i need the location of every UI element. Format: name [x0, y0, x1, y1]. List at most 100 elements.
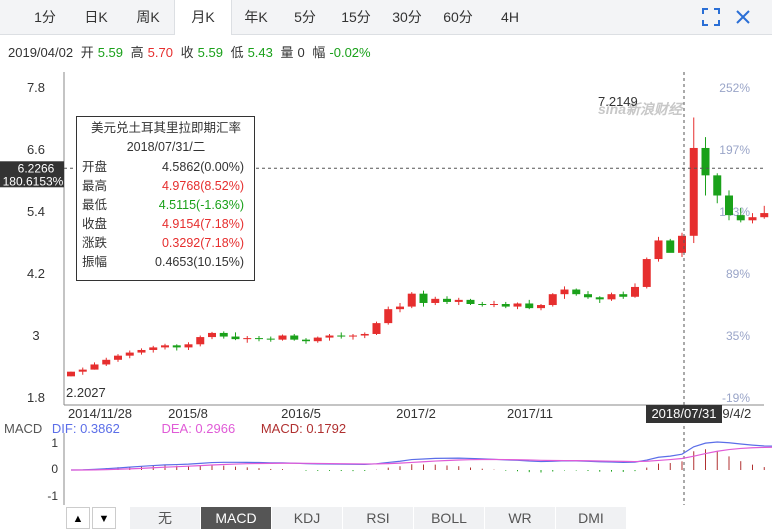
tab-30min[interactable]: 30分	[392, 9, 422, 25]
tab-15min[interactable]: 15分	[341, 9, 371, 25]
crosshair-x-label-bg	[646, 405, 722, 423]
tooltip-value: 4.9154(7.18%)	[161, 217, 244, 231]
tab-year[interactable]: 年K	[244, 9, 268, 25]
dea-value: DEA: 0.2966	[161, 421, 236, 436]
pct-tick-label: 197%	[719, 143, 750, 157]
candle-body	[266, 338, 275, 340]
low-value: 5.43	[247, 45, 273, 60]
gear-icon[interactable]	[733, 7, 753, 27]
candle-body	[396, 306, 404, 310]
candle-body	[678, 235, 686, 253]
candle-body	[114, 355, 122, 360]
period-tab-bar: 1分 日K 周K 月K 年K 5分 15分 30分 60分 4H	[0, 0, 772, 35]
tooltip-row-low: 最低 4.5115(-1.63%)	[82, 196, 250, 215]
candle-body	[231, 336, 240, 340]
crosshair-y-label-bg	[0, 161, 64, 188]
candle-body	[407, 293, 416, 307]
candle-body	[243, 338, 252, 340]
indicator-dmi[interactable]: DMI	[556, 507, 627, 529]
tooltip-value: 4.5862(0.00%)	[161, 160, 244, 174]
high-value: 5.70	[147, 45, 173, 60]
candle-body	[654, 240, 663, 260]
candle-body	[431, 298, 440, 303]
candle-body	[172, 345, 181, 348]
tooltip-row-close: 收盘 4.9154(7.18%)	[82, 215, 250, 234]
tooltip-value: 4.9768(8.52%)	[161, 179, 244, 193]
tab-day[interactable]: 日K	[84, 9, 108, 25]
tooltip-value: 0.3292(7.18%)	[161, 236, 244, 250]
candlestick-chart[interactable]: 7.86.65.44.231.8 252%197%143%89%35%-19% …	[0, 0, 772, 507]
volume-value: 0	[297, 45, 305, 60]
indicator-boll[interactable]: BOLL	[414, 507, 485, 529]
scroll-down-button[interactable]: ▼	[92, 507, 116, 529]
indicator-none[interactable]: 无	[130, 507, 201, 529]
macd-tick-mid: 0	[51, 462, 58, 476]
candle-body	[137, 349, 146, 353]
candle-body	[125, 352, 134, 356]
dif-line	[70, 441, 772, 471]
x-axis-label: 2016/5	[281, 406, 321, 421]
tab-5min[interactable]: 5分	[294, 9, 316, 25]
x-axis-label: 2014/11/28	[68, 406, 132, 421]
fullscreen-icon[interactable]	[701, 7, 721, 27]
tooltip-value: 4.5115(-1.63%)	[158, 198, 244, 212]
crosshair-value-label: 6.2266	[18, 161, 55, 175]
y-tick-label: 4.2	[27, 266, 45, 281]
change-label: 幅	[312, 45, 326, 60]
y-tick-label: 3	[32, 328, 39, 343]
indicator-kdj[interactable]: KDJ	[272, 507, 343, 529]
tooltip-value: 0.4653(10.15%)	[155, 255, 244, 269]
candle-body	[689, 147, 698, 236]
crosshair-tooltip: 美元兑土耳其里拉即期汇率 2018/07/31/二 开盘 4.5862(0.00%…	[76, 116, 255, 281]
candle-body	[572, 289, 581, 295]
tab-1min[interactable]: 1分	[34, 9, 56, 25]
indicator-rsi[interactable]: RSI	[343, 507, 414, 529]
close-value: 5.59	[197, 45, 223, 60]
scroll-up-button[interactable]: ▲	[66, 507, 90, 529]
tab-60min[interactable]: 60分	[443, 9, 473, 25]
candle-body	[443, 298, 451, 302]
candle-body	[537, 305, 545, 309]
candle-body	[454, 299, 463, 302]
candle-body	[501, 304, 510, 307]
candle-body	[584, 294, 592, 298]
dea-line	[70, 446, 772, 471]
candle-body	[196, 337, 205, 345]
tab-month[interactable]: 月K	[174, 0, 232, 35]
candle-body	[713, 175, 722, 196]
watermark: sina新浪财经	[598, 101, 684, 117]
candle-body	[748, 217, 757, 221]
candle-body	[490, 304, 498, 305]
candle-body	[513, 303, 522, 307]
candle-body	[208, 332, 216, 338]
macd-value: MACD: 0.1792	[260, 421, 347, 436]
high-label: 高	[130, 45, 144, 60]
indicator-wr[interactable]: WR	[485, 507, 556, 529]
candle-body	[313, 337, 322, 342]
volume-label: 量	[280, 45, 294, 60]
candle-body	[595, 297, 604, 300]
tab-4h[interactable]: 4H	[501, 9, 519, 25]
indicator-bar: ▲ ▼ 无 MACD KDJ RSI BOLL WR DMI	[60, 507, 772, 529]
tooltip-key: 开盘	[82, 160, 108, 174]
candle-body	[325, 335, 334, 338]
tab-week[interactable]: 周K	[136, 9, 160, 25]
tooltip-row-high: 最高 4.9768(8.52%)	[82, 177, 250, 196]
candle-body	[372, 323, 381, 334]
x-axis-label: 2017/2	[396, 406, 436, 421]
x-axis-label: 2015/8	[168, 406, 208, 421]
tooltip-row-amplitude: 振幅 0.4653(10.15%)	[82, 253, 250, 272]
tooltip-row-open: 开盘 4.5862(0.00%)	[82, 158, 250, 177]
indicator-macd[interactable]: MACD	[201, 507, 272, 529]
candle-body	[219, 332, 228, 337]
candle-body	[149, 347, 158, 350]
candle-body	[337, 335, 346, 337]
crosshair-pct-label: 180.6153%	[3, 174, 64, 188]
tooltip-row-change: 涨跌 0.3292(7.18%)	[82, 234, 250, 253]
pct-tick-label: 143%	[719, 205, 750, 219]
candle-body	[642, 259, 651, 287]
crosshair-date-label: 2018/07/31	[651, 406, 716, 421]
candle-body	[102, 359, 111, 365]
candle-body	[384, 309, 393, 324]
y-tick-label: 5.4	[27, 204, 45, 219]
